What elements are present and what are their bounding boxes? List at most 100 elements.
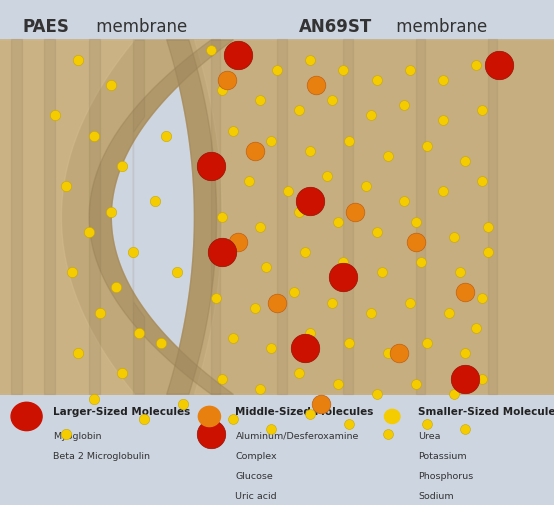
Point (306, 410, 315, 418)
Point (334, 218, 342, 226)
Point (361, 183, 370, 191)
Text: Urea: Urea (418, 431, 441, 440)
Point (378, 269, 387, 277)
Point (95, 309, 104, 317)
Point (206, 46, 215, 55)
Point (306, 57, 315, 65)
Point (483, 223, 492, 231)
Point (367, 112, 376, 120)
Point (261, 264, 270, 272)
Point (450, 390, 459, 398)
Text: AN69ST: AN69ST (299, 18, 372, 36)
Text: Complex: Complex (235, 451, 277, 460)
Point (90, 395, 99, 403)
Point (400, 198, 409, 206)
Point (461, 375, 470, 383)
Point (372, 228, 381, 236)
Point (306, 147, 315, 156)
Point (411, 218, 420, 226)
Point (250, 304, 259, 312)
Point (478, 375, 486, 383)
Point (422, 339, 431, 347)
Text: Myoglobin: Myoglobin (53, 431, 101, 440)
Point (311, 82, 320, 90)
Point (494, 62, 503, 70)
Point (178, 400, 187, 408)
Point (112, 284, 121, 292)
Point (334, 380, 342, 388)
Point (151, 198, 160, 206)
Point (228, 127, 237, 135)
Point (295, 208, 304, 216)
Point (117, 370, 126, 378)
Text: Uric acid: Uric acid (235, 491, 277, 500)
Point (289, 289, 298, 297)
Point (106, 208, 115, 216)
Point (228, 334, 237, 342)
Circle shape (384, 410, 400, 424)
Point (472, 324, 481, 332)
Point (472, 62, 481, 70)
Point (383, 153, 392, 161)
Point (411, 380, 420, 388)
Point (73, 57, 82, 65)
Point (273, 299, 281, 307)
Point (73, 349, 82, 358)
Point (162, 132, 171, 140)
Point (422, 420, 431, 428)
Point (422, 142, 431, 150)
Point (228, 415, 237, 423)
Point (306, 329, 315, 337)
Point (267, 425, 276, 433)
Point (62, 430, 71, 438)
Point (140, 415, 148, 423)
Point (394, 349, 403, 358)
Point (372, 77, 381, 85)
Point (383, 349, 392, 358)
Point (345, 137, 353, 145)
Point (217, 248, 226, 257)
Point (245, 178, 254, 186)
Point (461, 349, 470, 358)
Circle shape (11, 402, 42, 431)
Point (406, 299, 414, 307)
Point (400, 102, 409, 110)
Point (383, 430, 392, 438)
Point (106, 82, 115, 90)
Point (173, 269, 182, 277)
Point (328, 299, 337, 307)
Text: PAES: PAES (22, 18, 69, 36)
Point (90, 132, 99, 140)
Point (300, 248, 309, 257)
Point (129, 248, 137, 257)
Point (328, 97, 337, 105)
Point (206, 430, 215, 438)
Point (339, 67, 348, 75)
Point (417, 259, 425, 267)
Point (478, 294, 486, 302)
Circle shape (198, 407, 220, 427)
Point (406, 67, 414, 75)
Text: membrane: membrane (91, 18, 188, 36)
Point (478, 178, 486, 186)
Point (217, 213, 226, 221)
Point (117, 163, 126, 171)
Text: membrane: membrane (391, 18, 487, 36)
Point (223, 77, 232, 85)
Point (439, 77, 448, 85)
Point (478, 107, 486, 115)
Point (206, 163, 215, 171)
Point (339, 259, 348, 267)
Point (295, 370, 304, 378)
Point (68, 269, 76, 277)
Point (483, 248, 492, 257)
Text: Smaller-Sized Molecules: Smaller-Sized Molecules (418, 407, 554, 417)
Point (267, 344, 276, 352)
Text: Middle-Sized Molecules: Middle-Sized Molecules (235, 407, 374, 417)
Point (239, 57, 248, 65)
Point (367, 309, 376, 317)
Text: Larger-Sized Molecules: Larger-Sized Molecules (53, 407, 190, 417)
Point (345, 420, 353, 428)
Point (411, 238, 420, 246)
Point (267, 137, 276, 145)
